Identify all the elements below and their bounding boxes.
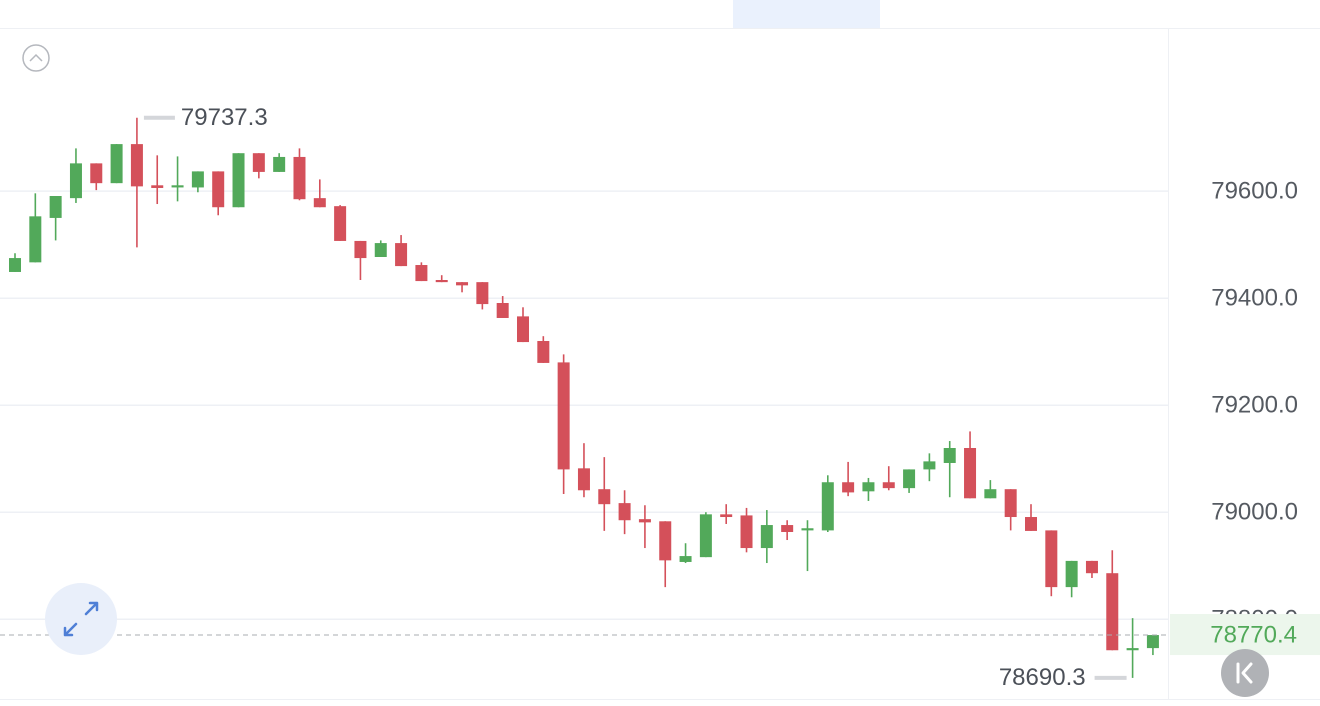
collapse-chevron	[29, 53, 43, 62]
candle-body	[69, 163, 82, 199]
tab-highlight	[733, 0, 880, 28]
candle-body	[801, 528, 814, 531]
candle-body	[537, 340, 550, 363]
candle-body	[395, 243, 408, 267]
y-tick-label: 79600.0	[1211, 178, 1298, 205]
candle-body	[212, 171, 225, 208]
candle-body	[293, 156, 306, 200]
candle-body	[9, 258, 21, 272]
candle-body	[496, 303, 509, 318]
candle-body	[273, 156, 286, 172]
candle-body	[679, 556, 692, 562]
candle-body	[191, 171, 204, 188]
candle-body	[699, 514, 712, 558]
scroll-latest-icon	[1236, 662, 1253, 684]
candle-body	[923, 461, 936, 470]
scroll-latest-button[interactable]	[1221, 649, 1269, 697]
expand-circle	[45, 583, 117, 655]
candle-body	[517, 316, 529, 343]
candle-body	[720, 514, 733, 518]
candle-body	[781, 525, 794, 532]
low-label: 78690.3	[999, 664, 1086, 691]
candle-body	[984, 489, 997, 499]
collapse-button[interactable]	[22, 44, 50, 72]
candle-body	[1065, 560, 1078, 588]
y-tick-label: 79200.0	[1211, 392, 1298, 419]
candle-body	[598, 489, 611, 505]
expand-button[interactable]	[45, 583, 117, 655]
candle-body	[1146, 635, 1159, 649]
candle-body	[476, 282, 489, 305]
candle-body	[110, 144, 123, 184]
candle-body	[334, 206, 347, 241]
candle-body	[49, 196, 62, 218]
candle-body	[821, 482, 834, 531]
candles	[9, 117, 1159, 678]
candle-body	[577, 468, 590, 491]
candle-body	[760, 525, 773, 549]
candle-body	[29, 216, 42, 263]
last-price-tag	[1170, 614, 1320, 656]
candle-body	[1004, 489, 1017, 518]
candle-body	[354, 240, 367, 259]
expand-icon	[63, 601, 99, 637]
candle-body	[618, 503, 631, 521]
candle-body	[151, 185, 164, 188]
candle-body	[1085, 560, 1098, 574]
candle-body	[862, 482, 875, 492]
candle-body	[415, 265, 428, 282]
candle-body	[1106, 573, 1119, 651]
candle-body	[313, 198, 326, 208]
candle-body	[638, 519, 651, 523]
candle-body	[171, 185, 184, 188]
candle-body	[943, 448, 956, 463]
overlay: 79737.3 78690.3 78770.4	[0, 104, 1320, 691]
candle-body	[557, 362, 570, 470]
candle-body	[90, 163, 103, 184]
candle-body	[1126, 648, 1139, 651]
y-tick-label: 79400.0	[1211, 285, 1298, 312]
candle-body	[374, 243, 387, 257]
candle-body	[964, 448, 977, 499]
candle-body	[659, 521, 672, 561]
candle-body	[903, 469, 916, 489]
candle-body	[740, 515, 753, 549]
candle-body	[130, 144, 143, 187]
candle-body	[1045, 530, 1058, 588]
collapse-circle	[22, 44, 50, 72]
candle-body	[842, 482, 855, 493]
high-label: 79737.3	[181, 104, 268, 131]
candle-body	[232, 153, 245, 208]
candle-body	[456, 282, 469, 286]
candle-body	[252, 153, 265, 172]
candle-body	[1025, 517, 1037, 531]
candle-body	[882, 482, 895, 489]
last-price-label: 78770.4	[1210, 621, 1297, 648]
candle-body	[435, 280, 448, 283]
y-tick-label: 79000.0	[1211, 499, 1298, 526]
